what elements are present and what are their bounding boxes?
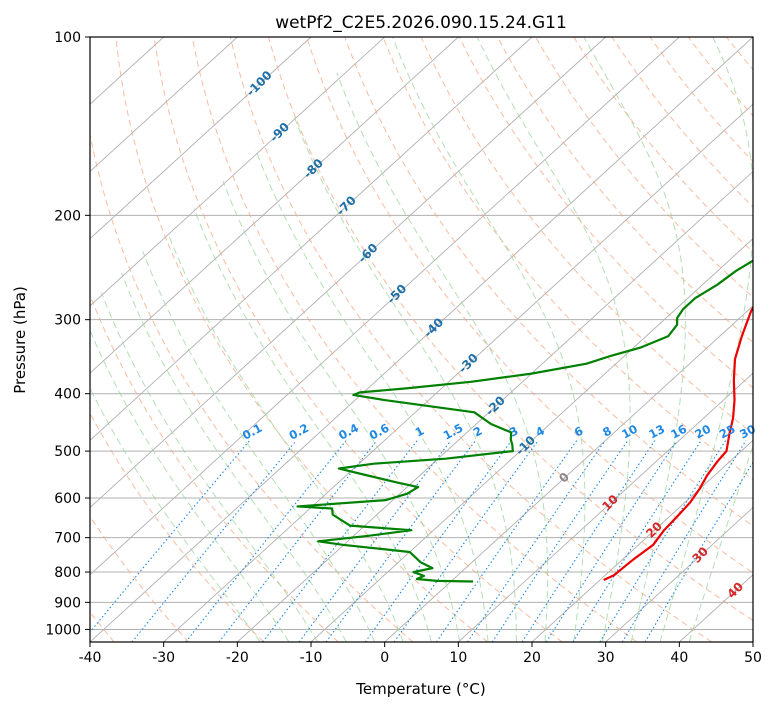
- x-tick-label: -40: [79, 650, 102, 666]
- y-tick-label: 1000: [45, 622, 81, 638]
- x-tick-label: -10: [300, 650, 323, 666]
- y-tick-label: 300: [54, 313, 81, 329]
- y-tick-label: 900: [54, 595, 81, 611]
- y-tick-label: 400: [54, 387, 81, 403]
- y-tick-label: 100: [54, 30, 81, 46]
- x-tick-label: 50: [744, 650, 762, 666]
- x-axis-label: Temperature (°C): [355, 680, 485, 698]
- y-tick-label: 200: [54, 208, 81, 224]
- x-tick-label: -20: [226, 650, 249, 666]
- x-tick-label: 40: [670, 650, 688, 666]
- x-tick-label: 0: [380, 650, 389, 666]
- y-axis-label: Pressure (hPa): [11, 286, 29, 394]
- y-tick-label: 500: [54, 444, 81, 460]
- x-tick-label: -30: [152, 650, 175, 666]
- chart-title: wetPf2_C2E5.2026.090.15.24.G11: [275, 13, 567, 33]
- x-tick-label: 30: [597, 650, 615, 666]
- y-tick-label: 700: [54, 531, 81, 547]
- x-tick-label: 10: [449, 650, 467, 666]
- y-tick-label: 600: [54, 491, 81, 507]
- x-tick-label: 20: [523, 650, 541, 666]
- y-tick-label: 800: [54, 565, 81, 581]
